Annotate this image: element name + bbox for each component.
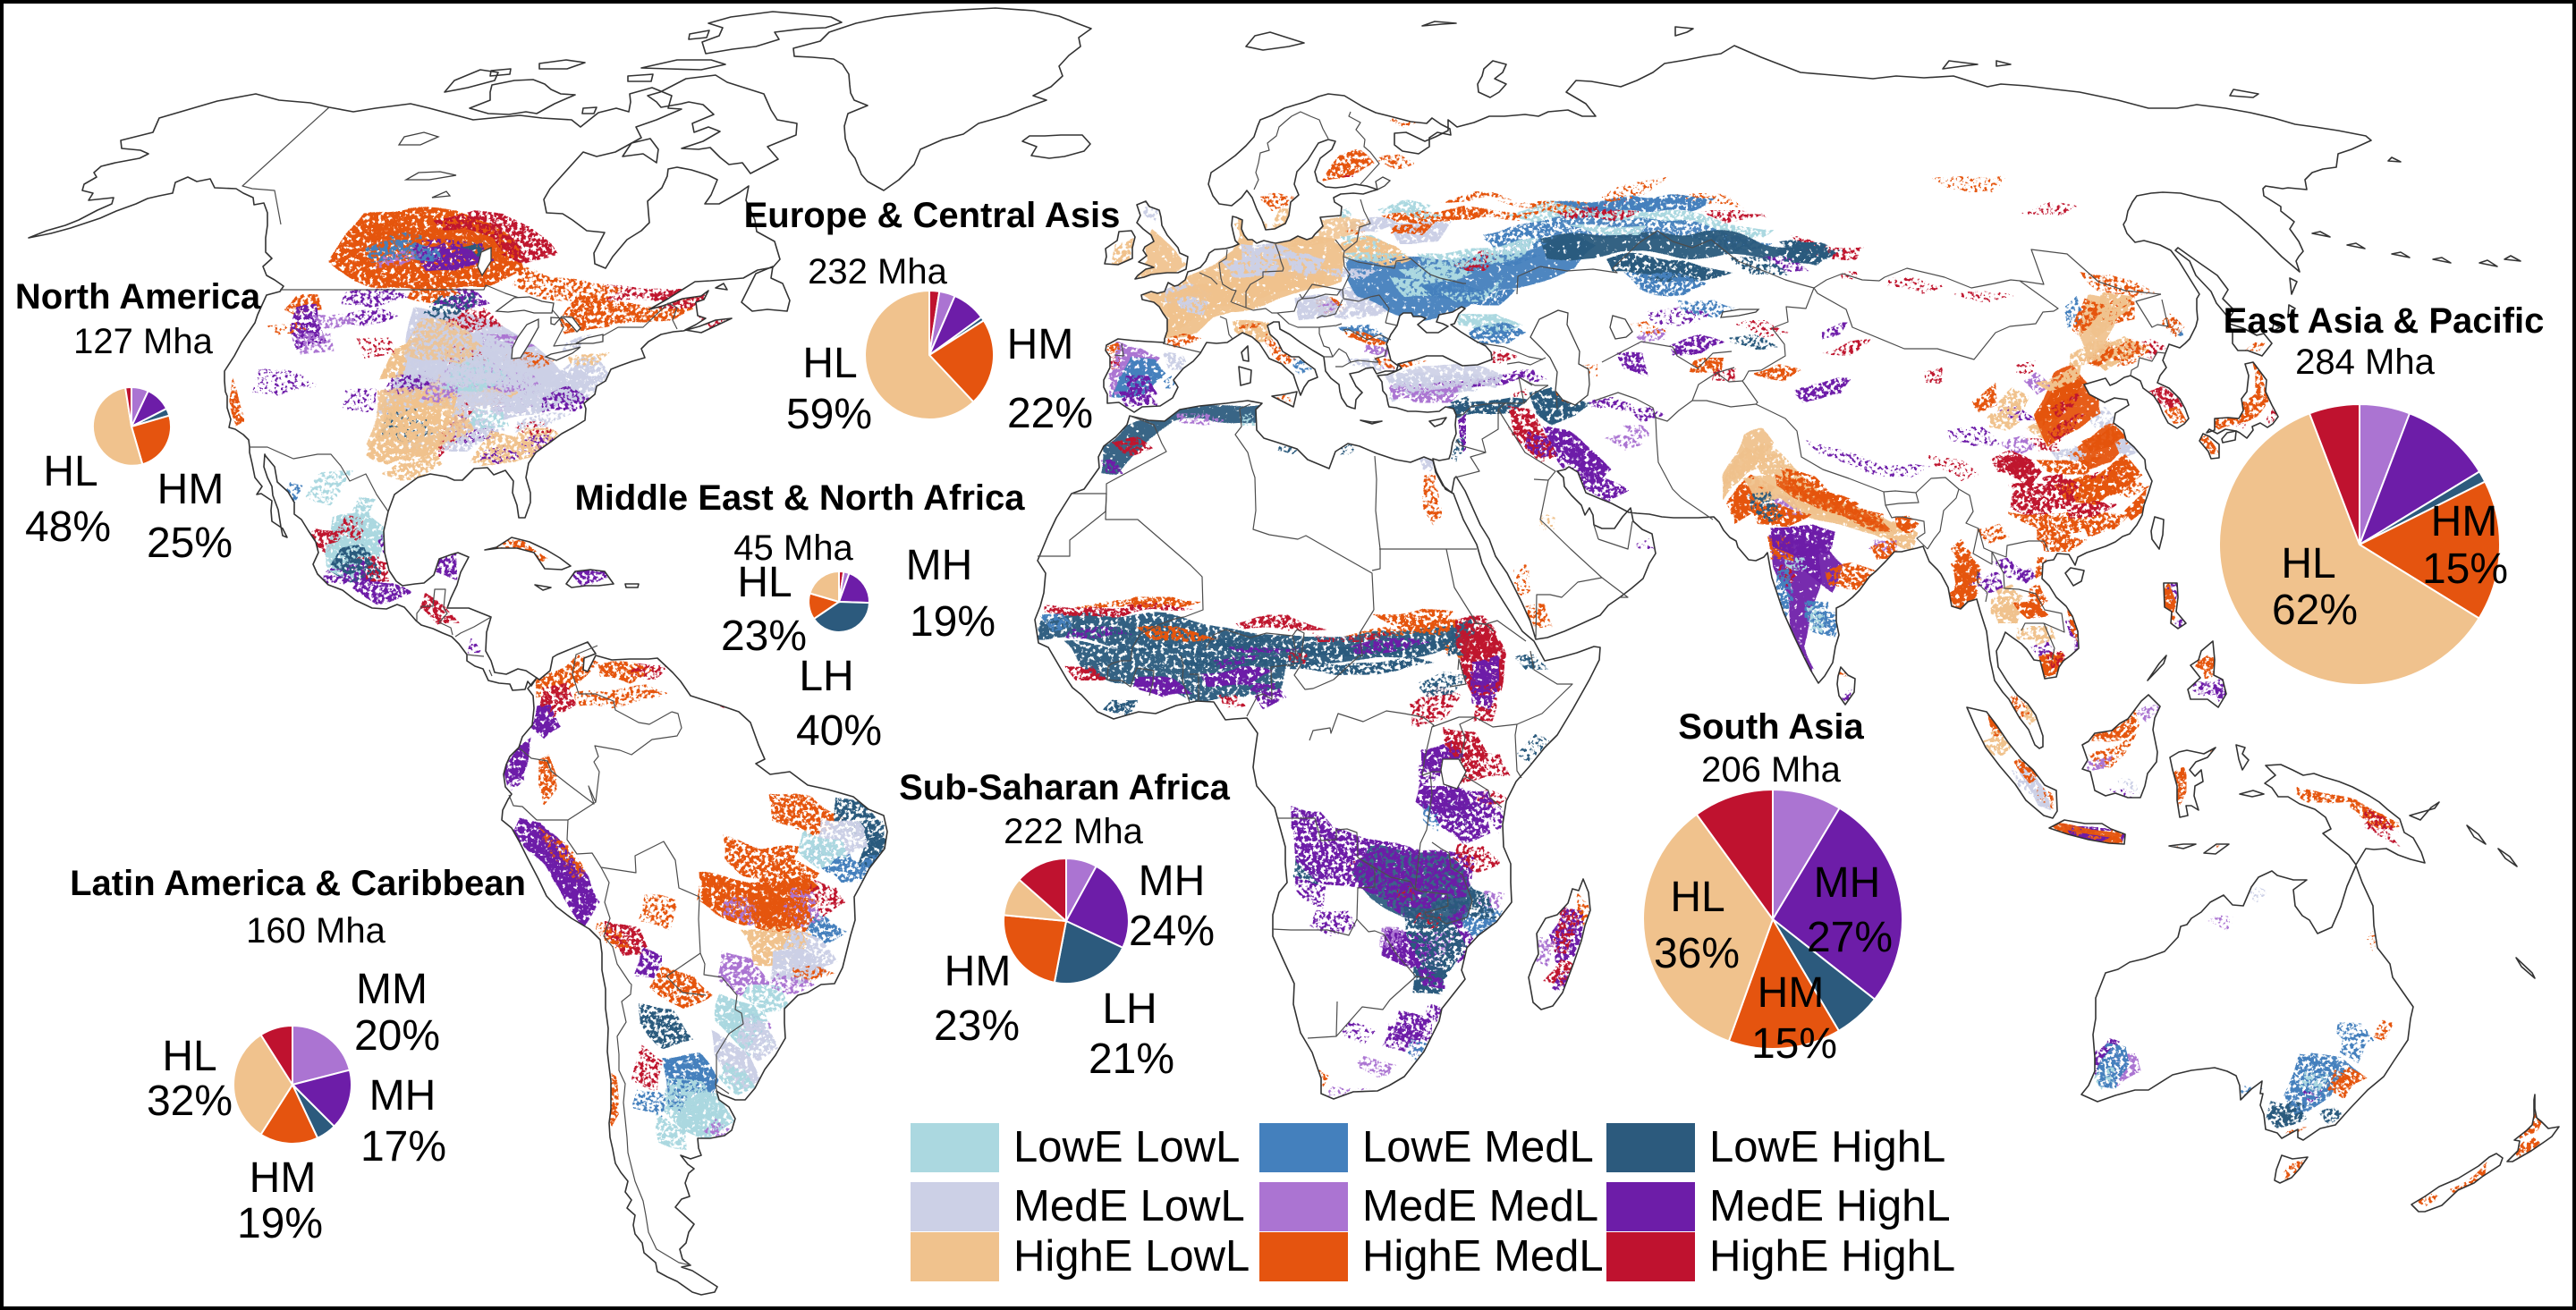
svg-text:LowE LowL: LowE LowL — [1013, 1123, 1240, 1171]
svg-text:South Asia: South Asia — [1678, 707, 1864, 747]
svg-text:HM: HM — [250, 1154, 317, 1202]
svg-text:206 Mha: 206 Mha — [1701, 750, 1841, 790]
svg-text:40%: 40% — [796, 707, 882, 755]
svg-text:MM: MM — [356, 966, 428, 1013]
svg-text:62%: 62% — [2272, 587, 2358, 634]
svg-text:Sub-Saharan Africa: Sub-Saharan Africa — [899, 768, 1230, 807]
svg-text:HighE HighL: HighE HighL — [1709, 1232, 1955, 1280]
svg-text:HL: HL — [737, 559, 792, 606]
svg-text:23%: 23% — [721, 613, 807, 660]
svg-text:27%: 27% — [1807, 914, 1893, 961]
svg-text:17%: 17% — [360, 1123, 446, 1171]
svg-text:HL: HL — [802, 340, 857, 387]
svg-text:East Asia & Pacific: East Asia & Pacific — [2224, 301, 2545, 341]
svg-text:22%: 22% — [1007, 390, 1093, 437]
svg-text:59%: 59% — [786, 391, 872, 438]
svg-text:32%: 32% — [147, 1078, 233, 1125]
svg-text:HL: HL — [2281, 540, 2335, 587]
svg-text:HM: HM — [945, 948, 1012, 995]
svg-text:15%: 15% — [1751, 1020, 1837, 1068]
svg-text:HL: HL — [162, 1033, 216, 1080]
svg-text:HM: HM — [2431, 498, 2498, 545]
svg-text:Middle East & North Africa: Middle East & North Africa — [574, 478, 1025, 518]
svg-text:25%: 25% — [147, 520, 233, 567]
svg-text:LowE MedL: LowE MedL — [1362, 1123, 1594, 1171]
svg-text:222 Mha: 222 Mha — [1004, 812, 1143, 851]
svg-text:MedE LowL: MedE LowL — [1013, 1182, 1245, 1230]
svg-text:15%: 15% — [2422, 545, 2508, 593]
svg-text:21%: 21% — [1089, 1035, 1174, 1083]
svg-text:127 Mha: 127 Mha — [73, 322, 213, 361]
svg-text:HL: HL — [43, 448, 97, 495]
svg-text:24%: 24% — [1129, 908, 1215, 955]
svg-text:48%: 48% — [25, 503, 111, 551]
svg-text:LH: LH — [1102, 985, 1157, 1033]
svg-text:HL: HL — [1670, 874, 1724, 921]
svg-text:LH: LH — [799, 653, 853, 700]
svg-text:MH: MH — [1814, 859, 1881, 907]
svg-text:19%: 19% — [237, 1200, 323, 1247]
svg-text:MH: MH — [369, 1072, 436, 1120]
svg-text:MH: MH — [906, 542, 973, 589]
svg-text:23%: 23% — [934, 1002, 1020, 1050]
svg-text:MedE HighL: MedE HighL — [1709, 1182, 1951, 1230]
svg-text:232 Mha: 232 Mha — [808, 252, 947, 292]
svg-text:160 Mha: 160 Mha — [246, 911, 386, 951]
svg-text:North America: North America — [15, 277, 261, 317]
svg-text:HighE MedL: HighE MedL — [1362, 1232, 1604, 1280]
svg-text:36%: 36% — [1654, 930, 1740, 977]
svg-text:20%: 20% — [354, 1012, 440, 1060]
svg-text:HM: HM — [157, 466, 225, 513]
svg-text:HM: HM — [1758, 969, 1825, 1017]
svg-text:MH: MH — [1139, 858, 1206, 905]
svg-text:Latin America & Caribbean: Latin America & Caribbean — [70, 864, 526, 903]
svg-text:LowE HighL: LowE HighL — [1709, 1123, 1945, 1171]
svg-text:19%: 19% — [910, 598, 996, 646]
svg-text:284 Mha: 284 Mha — [2295, 342, 2435, 382]
svg-text:MedE MedL: MedE MedL — [1362, 1182, 1598, 1230]
svg-text:45 Mha: 45 Mha — [733, 528, 853, 568]
svg-text:HighE LowL: HighE LowL — [1013, 1232, 1250, 1280]
svg-text:HM: HM — [1007, 321, 1074, 368]
svg-text:Europe & Central Asis: Europe & Central Asis — [744, 196, 1121, 235]
